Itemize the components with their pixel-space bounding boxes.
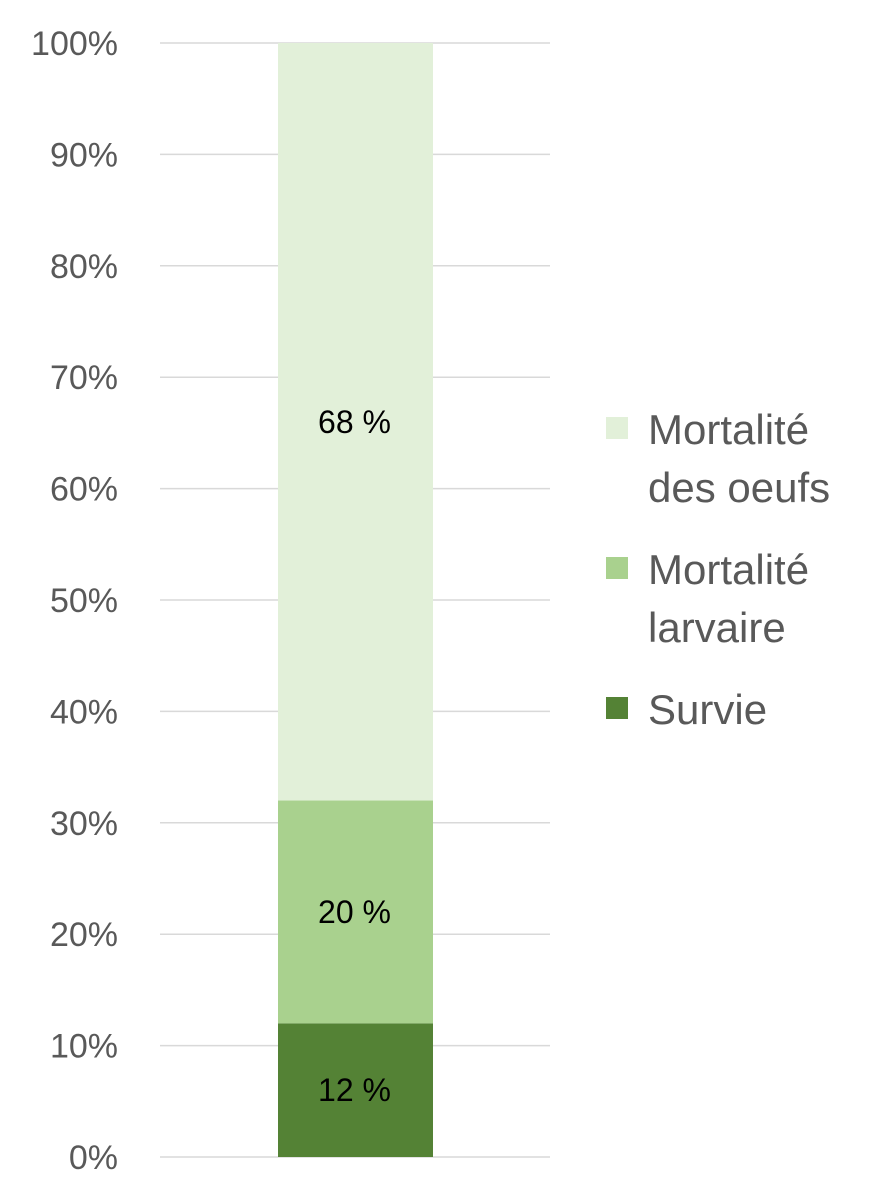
- legend-label: Mortalité larvaire: [648, 546, 809, 651]
- bar-segment: [278, 800, 433, 1024]
- bar-segment: [278, 43, 433, 801]
- data-label: 20 %: [318, 894, 391, 930]
- y-tick-label: 80%: [50, 248, 118, 286]
- legend-label: Survie: [648, 686, 767, 733]
- bar-segment: [278, 1023, 433, 1157]
- y-tick-label: 90%: [50, 136, 118, 174]
- y-tick-label: 20%: [50, 916, 118, 954]
- y-tick-label: 100%: [31, 25, 118, 63]
- legend-swatch: [606, 417, 628, 439]
- bar-stack: [278, 43, 433, 1157]
- y-tick-label: 60%: [50, 471, 118, 509]
- y-tick-label: 70%: [50, 359, 118, 397]
- legend-swatch: [606, 697, 628, 719]
- y-tick-label: 10%: [50, 1028, 118, 1066]
- legend: Mortalité des oeufs Mortalité larvaire Survi…: [606, 406, 830, 733]
- y-tick-label: 40%: [50, 693, 118, 731]
- data-label: 12 %: [318, 1072, 391, 1108]
- legend-label: Mortalité des oeufs: [648, 406, 830, 511]
- y-axis-ticks: 0% 10% 20% 30% 40% 50% 60% 70% 80% 90% 100%: [31, 25, 118, 1177]
- data-label: 68 %: [318, 404, 391, 440]
- y-tick-label: 0%: [69, 1139, 118, 1177]
- data-labels: 12 % 20 % 68 %: [318, 404, 391, 1108]
- y-tick-label: 30%: [50, 805, 118, 843]
- legend-swatch: [606, 557, 628, 579]
- y-tick-label: 50%: [50, 582, 118, 620]
